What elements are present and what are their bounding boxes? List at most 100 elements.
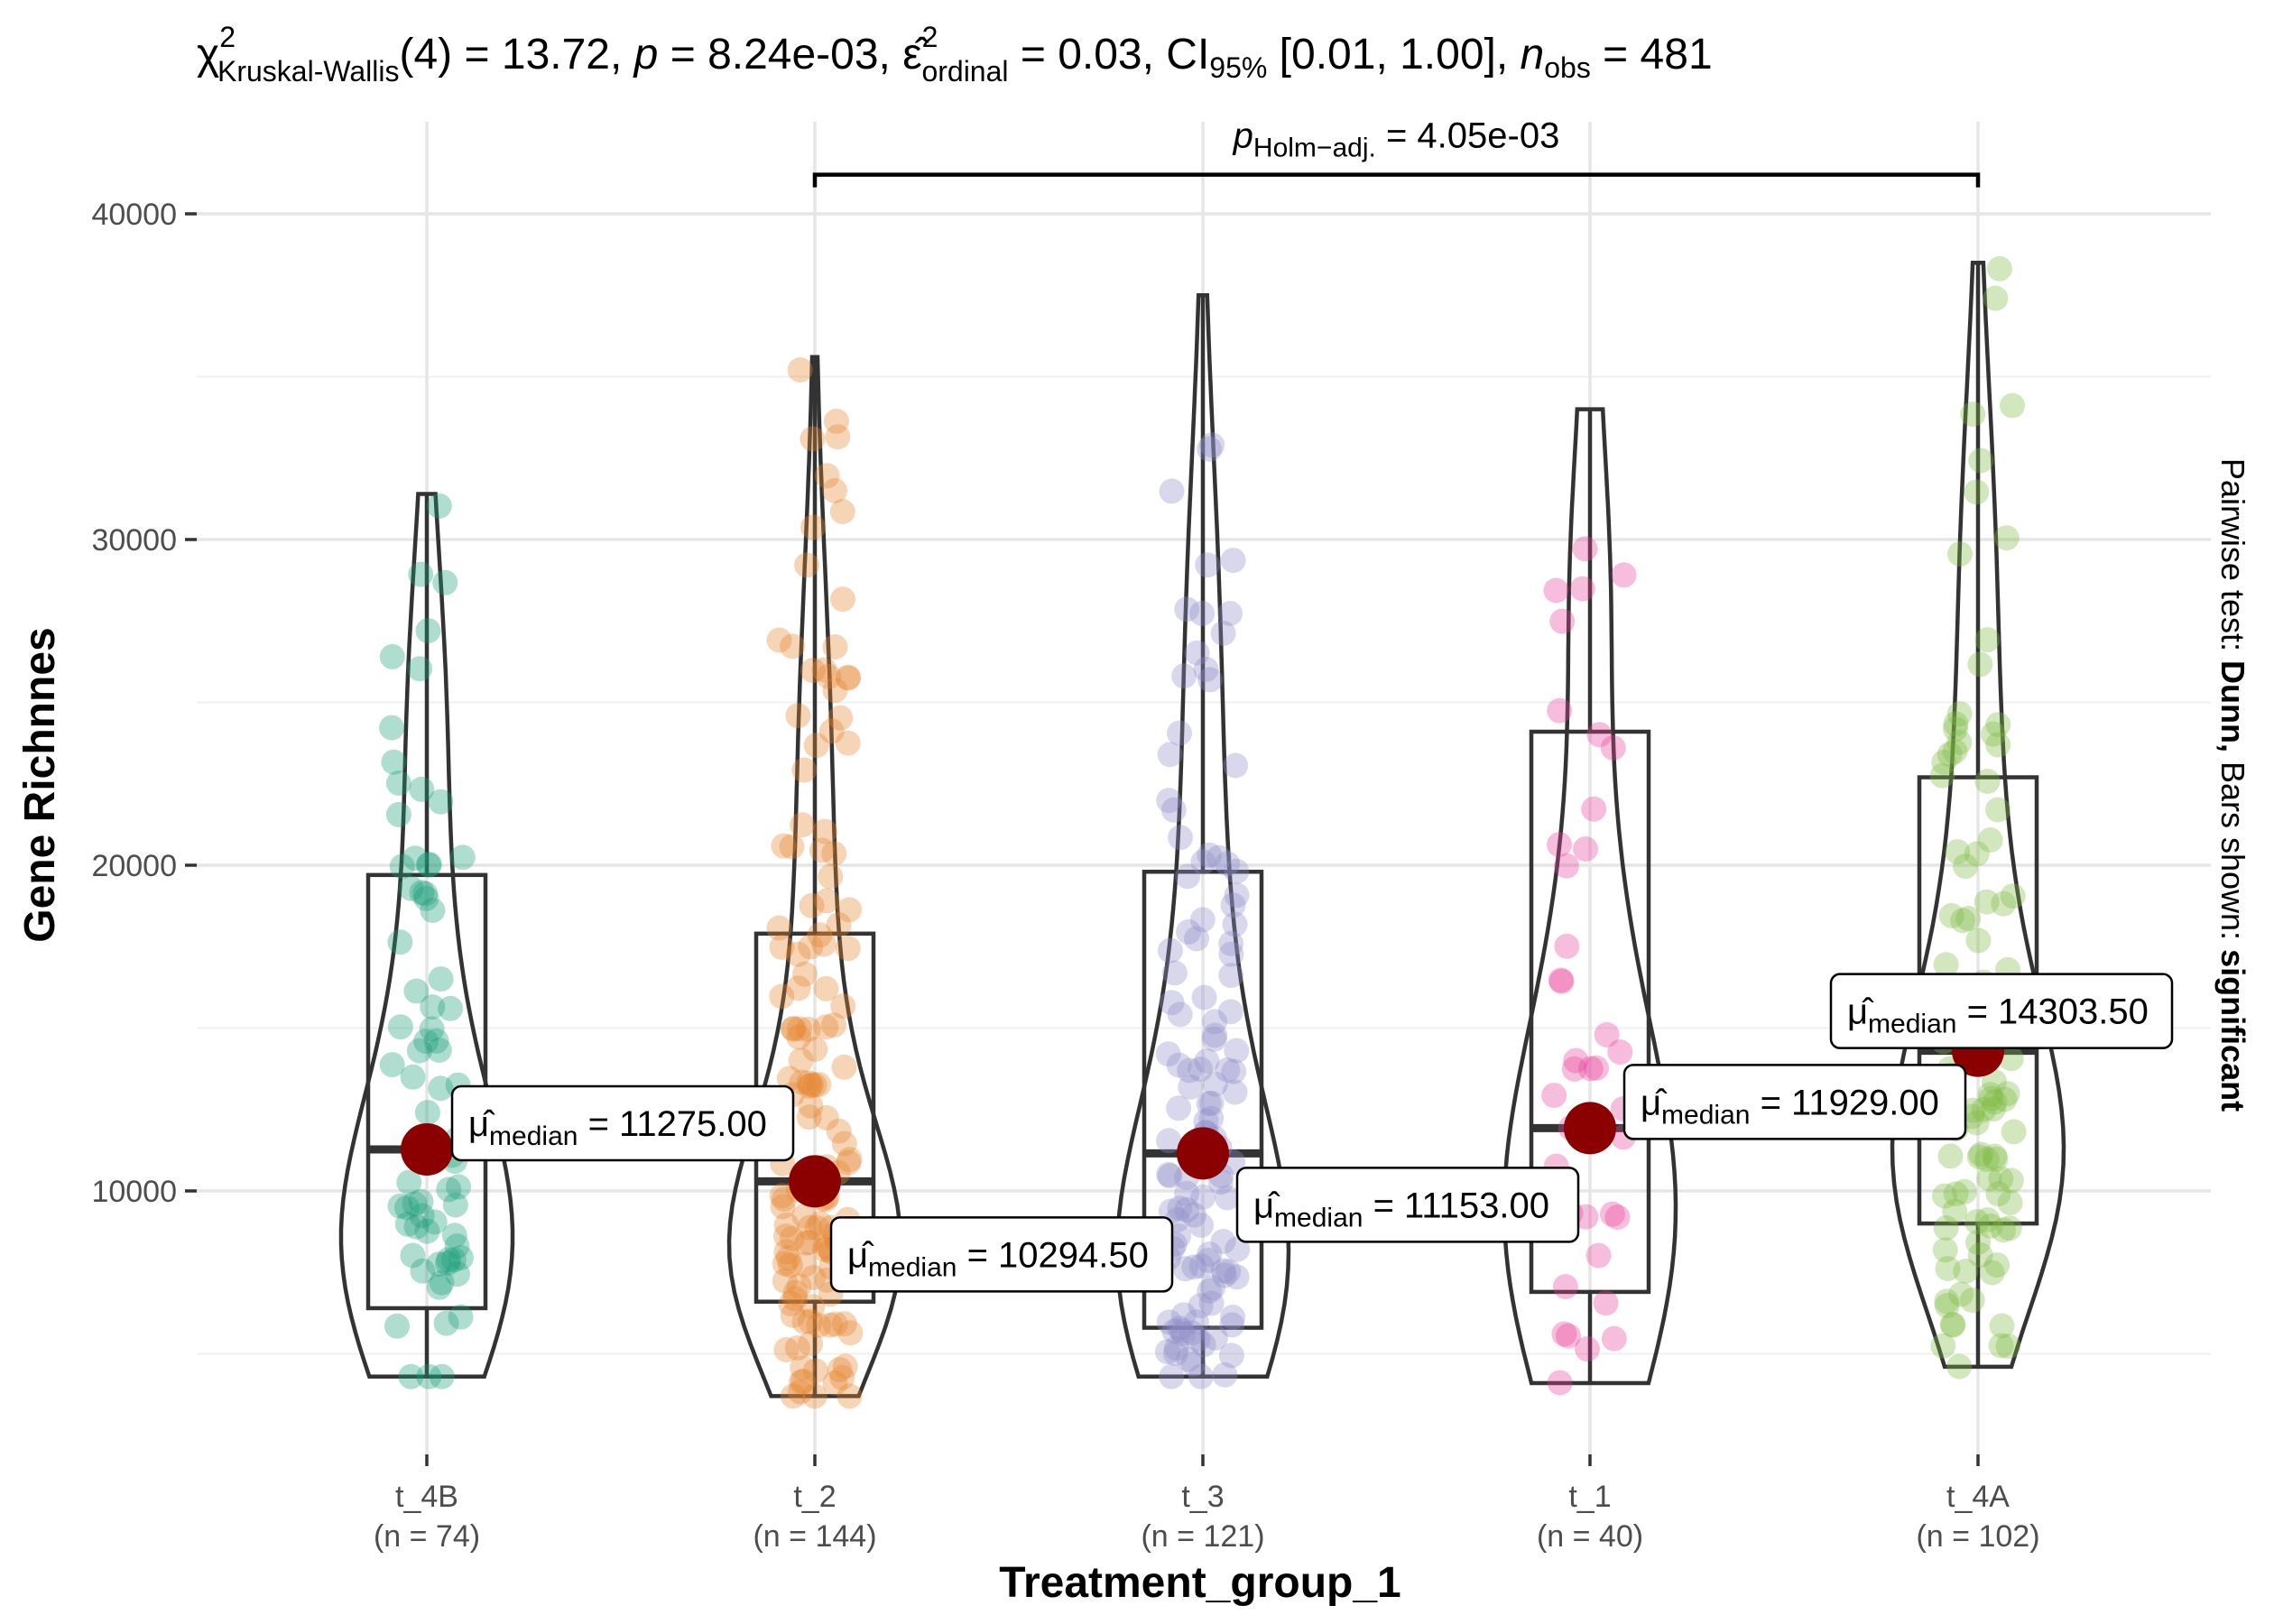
data-point — [786, 1024, 812, 1050]
data-point — [785, 703, 811, 729]
median-label-box-t_4B — [450, 1084, 795, 1162]
data-point — [426, 1038, 452, 1063]
data-point — [791, 1203, 818, 1229]
data-point — [1547, 832, 1572, 858]
data-point — [1156, 788, 1182, 814]
data-point — [1935, 1256, 1961, 1282]
data-point — [1197, 1241, 1223, 1267]
data-point — [772, 1268, 798, 1294]
data-point — [381, 749, 407, 775]
data-point — [769, 934, 795, 960]
data-point — [406, 1038, 432, 1064]
data-point — [837, 897, 863, 923]
data-point — [1982, 1068, 2008, 1094]
data-point — [1979, 1260, 2005, 1286]
violin-t_1 — [1502, 407, 1678, 1386]
data-point — [1977, 1213, 2003, 1239]
data-point — [1561, 1056, 1587, 1082]
data-point — [1600, 734, 1626, 761]
data-point — [780, 1016, 806, 1042]
data-point — [428, 789, 454, 815]
x-tick-label: t_3 — [1181, 1480, 1224, 1514]
data-point — [1937, 742, 1963, 768]
data-point — [1929, 762, 1955, 789]
data-point — [2000, 883, 2026, 909]
data-point — [1210, 1258, 1236, 1284]
data-point — [1189, 907, 1216, 933]
data-point — [821, 841, 847, 867]
data-point — [798, 1331, 824, 1357]
data-point — [773, 1239, 800, 1265]
axes: 10000 20000 30000 40000 t_4B (n = 74) t_2 (n = … — [91, 198, 2039, 1554]
data-point — [1934, 1293, 1960, 1319]
data-point — [1188, 1057, 1214, 1083]
data-point — [394, 1211, 421, 1237]
data-point — [780, 1303, 806, 1328]
data-point — [822, 678, 848, 704]
data-point — [1202, 1022, 1228, 1048]
data-point — [1188, 1213, 1214, 1239]
data-point — [1991, 1217, 2016, 1243]
data-point — [1938, 902, 1964, 928]
data-point — [800, 658, 826, 684]
data-point — [802, 1358, 828, 1384]
data-point — [409, 1203, 435, 1229]
data-point — [387, 1014, 413, 1040]
data-point — [822, 1370, 848, 1396]
data-point — [1940, 1312, 1966, 1338]
data-point — [1974, 627, 2001, 653]
data-point — [1932, 1237, 1958, 1263]
data-point — [796, 1070, 822, 1096]
data-point — [836, 665, 861, 691]
data-point — [1573, 1204, 1599, 1230]
data-point — [1188, 1293, 1214, 1319]
data-point — [1177, 1057, 1203, 1084]
data-point — [1955, 906, 1982, 931]
data-point — [1575, 1336, 1600, 1362]
data-point — [1176, 918, 1202, 945]
data-point — [1997, 1190, 2023, 1216]
x-tick-n-label: (n = 74) — [374, 1519, 480, 1554]
data-point — [1174, 1180, 1200, 1206]
data-point — [1960, 401, 1986, 428]
data-point — [1159, 478, 1185, 504]
comparison-bracket-line — [812, 172, 1981, 188]
data-point — [387, 929, 413, 955]
data-point — [1171, 663, 1197, 689]
data-point — [827, 1357, 853, 1383]
data-point — [824, 408, 849, 434]
data-point — [1190, 1332, 1216, 1358]
data-point — [794, 1230, 820, 1256]
data-point — [441, 1223, 467, 1249]
data-point — [1572, 536, 1598, 562]
data-point — [1215, 1185, 1241, 1211]
data-point — [389, 854, 415, 880]
data-point — [1185, 1326, 1211, 1352]
data-point — [385, 801, 411, 827]
data-point — [832, 1353, 858, 1379]
data-point — [1174, 596, 1200, 623]
y-tick-label: 30000 — [91, 523, 177, 558]
data-point — [837, 1320, 864, 1346]
data-point — [1959, 1287, 1985, 1314]
median-label-box-t_1 — [1622, 1064, 1967, 1140]
data-point — [414, 1218, 440, 1244]
data-point — [766, 915, 792, 941]
data-point — [780, 1383, 806, 1409]
data-point — [1155, 1041, 1181, 1067]
data-point — [1967, 651, 1993, 678]
data-point — [402, 1191, 428, 1217]
data-point — [1586, 722, 1613, 748]
data-point — [811, 931, 837, 957]
data-point — [1946, 729, 1973, 755]
data-point — [796, 1229, 822, 1255]
data-point — [1215, 1057, 1241, 1083]
data-point — [800, 514, 827, 540]
data-point — [818, 863, 844, 890]
data-point — [771, 1186, 797, 1213]
data-point — [1974, 1207, 2001, 1233]
data-point — [1982, 1089, 2008, 1115]
data-point — [1950, 908, 1976, 934]
data-point — [1197, 667, 1223, 693]
data-point — [1222, 1079, 1248, 1105]
